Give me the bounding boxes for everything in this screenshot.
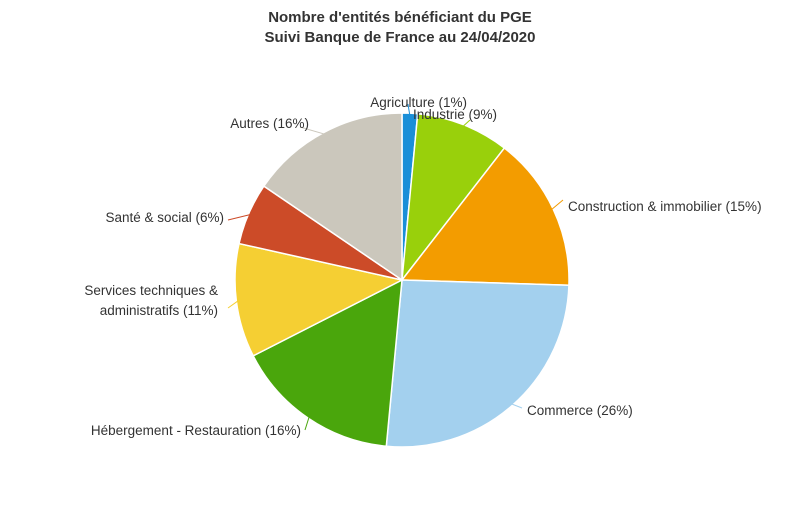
- slice-label-hebergement-restauration: Hébergement - Restauration (16%): [91, 423, 301, 438]
- slice-label-autres: Autres (16%): [230, 116, 309, 131]
- pie-slice-commerce: [385, 279, 570, 448]
- slice-label-commerce: Commerce (26%): [527, 403, 633, 418]
- connector-sante-social: [227, 213, 251, 221]
- connector-hebergement-restauration: [304, 416, 310, 431]
- pie-slice-autres: [262, 112, 403, 282]
- pie-slices: [234, 112, 570, 448]
- slice-labels: Agriculture (1%)Industrie (9%) Constructi…: [84, 95, 761, 438]
- chart-subtitle: Suivi Banque de France au 24/04/2020: [265, 29, 536, 46]
- label-connectors: [227, 103, 564, 431]
- pie-slice-industrie: [401, 112, 506, 283]
- connector-autres: [299, 126, 325, 135]
- chart-title: Nombre d'entités bénéficiant du PGE: [268, 9, 532, 26]
- slice-label-sante-social: Santé & social (6%): [105, 210, 224, 225]
- pie-slice-hebergement-restauration: [252, 278, 403, 448]
- slice-label-industrie: Industrie (9%): [413, 107, 497, 122]
- connector-agriculture: [407, 103, 411, 116]
- connector-industrie: [462, 119, 471, 127]
- connector-construction-immobilier: [550, 199, 564, 211]
- slice-label-services-techniques-administratifs: Services techniques & administratifs (11%…: [84, 283, 218, 318]
- slice-label-construction-immobilier: Construction & immobilier (15%): [568, 199, 762, 214]
- slice-label-agriculture: Agriculture (1%): [370, 95, 467, 110]
- connector-commerce: [510, 403, 523, 409]
- connector-services-techniques-administratifs: [227, 300, 239, 309]
- pie-slice-services-techniques-administratifs: [234, 242, 405, 357]
